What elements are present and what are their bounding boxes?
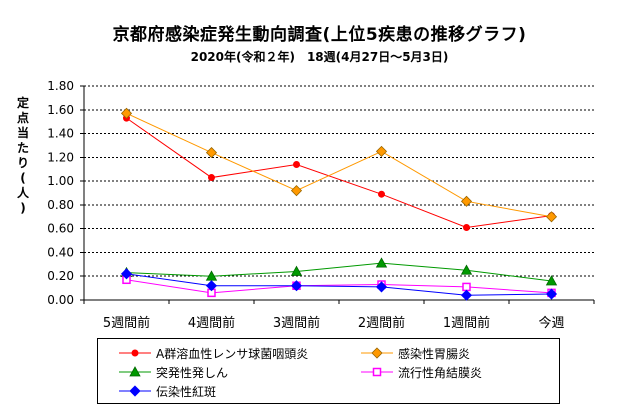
legend-label: 突発性発しん [156,365,229,380]
data-point [460,264,473,275]
y-tick-label: 1.40 [47,127,74,141]
y-tick-label: 0.00 [47,293,74,307]
legend-swatch [119,385,151,397]
legend-marker [129,366,141,377]
series-line [126,279,552,294]
x-tick-label: 4週間前 [188,315,235,331]
data-point [290,280,303,292]
y-axis-label: 定点当たり(人) [16,96,29,215]
y-tick-label: 0.40 [47,245,74,259]
series-line [126,112,552,218]
legend-label: 伝染性紅斑 [156,384,217,399]
data-point [375,257,388,268]
data-point [462,282,471,292]
legend-marker [371,347,383,359]
series-3 [120,257,558,286]
data-point [205,280,218,292]
x-tick-label: 3週間前 [273,315,320,331]
data-point [290,185,303,197]
legend-label: 感染性胃腸炎 [398,346,471,361]
x-tick-label: 2週間前 [358,315,405,331]
legend-label: 流行性角結膜炎 [398,365,483,380]
series-line [126,117,552,228]
legend-item: 伝染性紅斑 [118,382,216,400]
data-point [545,275,558,286]
legend-item: 感染性胃腸炎 [360,344,470,362]
chart-legend: A群溶血性レンサ球菌咽頭炎 感染性胃腸炎突発性発しん 流行性角結膜炎伝染性紅斑 [97,338,560,404]
data-point [460,195,473,207]
data-point [460,289,473,301]
data-point [375,145,388,157]
legend-marker [131,349,139,357]
data-point [375,281,388,293]
legend-marker [129,385,141,397]
legend-swatch [119,366,151,377]
x-tick-label: 5週間前 [103,315,150,331]
y-tick-label: 0.20 [47,269,74,283]
data-point [120,107,133,119]
legend-swatch [361,367,393,377]
legend-item: A群溶血性レンサ球菌咽頭炎 [118,344,308,362]
y-tick-label: 1.80 [47,79,74,93]
series-line [126,273,552,296]
series-5 [120,268,558,301]
data-point [545,288,558,300]
data-point [290,265,303,276]
data-point [293,160,300,168]
data-point [120,268,133,280]
chart-subtitle: 2020年(令和２年) 18週(4月27日～5月3日) [190,50,449,64]
data-point [208,174,215,182]
data-point [378,190,385,198]
series-1 [123,114,555,231]
y-tick-label: 0.60 [47,222,74,236]
series-line [126,262,552,282]
chart-title: 京都府感染症発生動向調査(上位5疾患の推移グラフ) [112,25,527,45]
legend-item: 流行性角結膜炎 [360,363,482,381]
data-point [463,223,470,231]
legend-item: 突発性発しん [118,363,228,381]
legend-marker [372,367,382,377]
data-point [205,147,218,159]
y-tick-label: 1.00 [47,174,74,188]
x-tick-label: 1週間前 [443,315,490,331]
legend-swatch [361,347,393,359]
y-tick-label: 0.80 [47,198,74,212]
legend-label: A群溶血性レンサ球菌咽頭炎 [156,346,309,361]
legend-swatch [119,349,151,357]
y-tick-label: 1.60 [47,103,74,117]
y-tick-label: 1.20 [47,150,74,164]
series-2 [120,107,558,223]
x-tick-label: 今週 [538,315,564,331]
data-point [545,211,558,223]
